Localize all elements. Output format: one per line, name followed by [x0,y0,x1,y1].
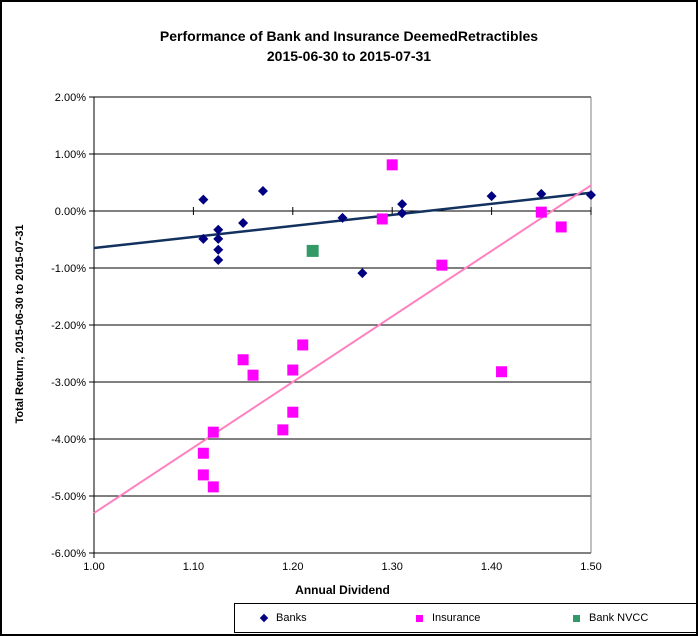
y-tick-label: -6.00% [51,548,86,560]
point-insurance [197,447,209,459]
point-banks [357,268,368,279]
x-tick-label: 1.20 [282,561,303,573]
point-banks [213,224,224,235]
point-banks [198,233,209,244]
point-insurance [207,426,219,438]
insurance-square-icon [416,614,423,622]
point-banks [397,199,408,210]
x-axis-title: Annual Dividend [295,583,390,597]
point-banks [397,208,408,219]
point-banks [337,212,348,223]
y-tick-label: -1.00% [51,263,86,275]
point-insurance [376,213,388,225]
point-banks [536,188,547,199]
point-insurance [287,364,299,376]
point-insurance [436,259,448,271]
y-tick-label: -2.00% [51,320,86,332]
point-banks [198,194,209,205]
point-insurance [535,206,547,218]
point-insurance [287,406,299,418]
legend-label-bank-nvcc: Bank NVCC [589,612,649,624]
y-tick-label: -3.00% [51,377,86,389]
point-banks [586,190,596,201]
y-tick-label: -4.00% [51,434,86,446]
y-tick-label: -5.00% [51,491,86,503]
x-tick-label: 1.00 [83,561,104,573]
point-insurance [197,469,209,481]
point-banks [257,186,268,197]
point-insurance [555,221,567,233]
legend-item-bank-nvcc: Bank NVCC [573,604,648,632]
point-insurance [277,424,289,436]
legend-label-insurance: Insurance [432,612,481,624]
point-banks [486,191,497,202]
bank-nvcc-square-icon [573,614,580,622]
point-banks [238,217,249,228]
x-tick-label: 1.50 [580,561,601,573]
point-insurance [496,366,508,378]
legend-item-banks: Banks [259,604,307,632]
trendline-insurance [93,184,592,514]
y-tick-label: 0.00% [55,206,86,218]
legend: Banks Insurance Bank NVCC [234,603,696,633]
x-tick-label: 1.10 [183,561,204,573]
point-insurance [247,369,259,381]
point-insurance [207,481,219,493]
banks-diamond-icon [259,613,269,623]
chart-title-line1: Performance of Bank and Insurance Deemed… [159,28,539,44]
point-insurance [297,339,309,351]
point-banks [213,255,224,266]
point-insurance [386,159,398,171]
y-tick-label: 1.00% [55,149,86,161]
legend-label-banks: Banks [276,612,307,624]
legend-item-insurance: Insurance [416,604,480,632]
point-banks [213,244,224,255]
point-bank-nvcc [306,244,319,257]
point-insurance [237,354,249,366]
chart-title-line2: 2015-06-30 to 2015-07-31 [266,48,432,64]
chart-title: Performance of Bank and Insurance Deemed… [2,26,696,66]
x-tick-label: 1.40 [481,561,502,573]
x-tick-label: 1.30 [381,561,402,573]
point-banks [213,233,224,244]
y-tick-label: 2.00% [55,92,86,104]
